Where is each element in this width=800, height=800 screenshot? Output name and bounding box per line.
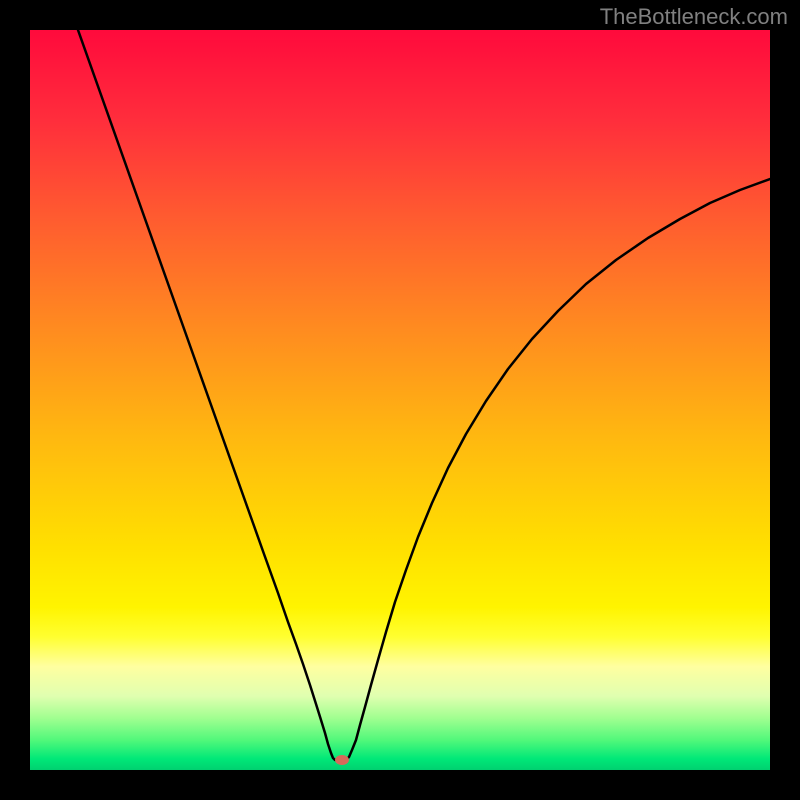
chart-plot-area <box>30 30 770 770</box>
watermark-text: TheBottleneck.com <box>600 4 788 30</box>
chart-curve-layer <box>30 30 770 770</box>
bottleneck-curve <box>78 30 770 760</box>
optimal-point-marker <box>335 755 349 765</box>
